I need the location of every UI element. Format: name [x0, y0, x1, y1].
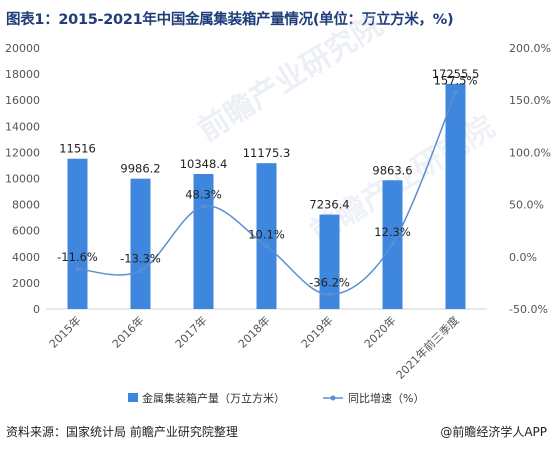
- legend-bar-label: 金属集装箱产量（万立方米）: [142, 391, 285, 405]
- y-right-tick-label: 50.0%: [509, 199, 544, 212]
- growth-label-2: 48.3%: [185, 187, 222, 201]
- growth-label-0: -11.6%: [57, 250, 98, 264]
- bar-6: [445, 83, 466, 309]
- x-tick-label-6: 2021年前三季度: [393, 313, 462, 382]
- x-tick-label-0: 2015年: [46, 313, 83, 350]
- chart-title: 图表1：2015-2021年中国金属集装箱产量情况(单位：万立方米，%): [6, 12, 454, 28]
- x-tick-label-1: 2016年: [109, 313, 146, 350]
- growth-label-6: 157.5%: [434, 73, 478, 87]
- bar-label-3: 11175.3: [243, 146, 291, 160]
- y-right-tick-label: -50.0%: [509, 303, 548, 316]
- y-left-tick-label: 6000: [12, 225, 40, 238]
- y-left-tick-label: 18000: [5, 68, 40, 81]
- growth-point-3: [264, 244, 269, 249]
- growth-point-6: [453, 90, 458, 95]
- y-right-tick-label: 100.0%: [509, 146, 551, 159]
- x-tick-label-3: 2018年: [235, 313, 272, 350]
- y-left-tick-label: 14000: [5, 120, 40, 133]
- y-right-tick-label: 150.0%: [509, 94, 551, 107]
- y-left-tick-label: 8000: [12, 199, 40, 212]
- growth-point-2: [201, 204, 206, 209]
- bar-4: [319, 214, 340, 309]
- bar-3: [256, 163, 277, 309]
- credit-note: @前瞻经济学人APP: [440, 425, 547, 439]
- bar-label-0: 11516: [59, 142, 96, 156]
- y-right-tick-label: 200.0%: [509, 42, 551, 55]
- legend-bar-swatch: [128, 393, 138, 402]
- y-left-tick-label: 20000: [5, 42, 40, 55]
- bar-1: [130, 178, 151, 309]
- source-note: 资料来源：国家统计局 前瞻产业研究院整理: [6, 425, 238, 439]
- growth-point-1: [138, 268, 143, 273]
- y-left-tick-label: 16000: [5, 94, 40, 107]
- x-tick-label-2: 2017年: [172, 313, 209, 350]
- growth-label-5: 12.3%: [374, 225, 411, 239]
- x-tick-label-5: 2020年: [361, 313, 398, 350]
- growth-label-1: -13.3%: [120, 252, 161, 266]
- y-left-tick-label: 2000: [12, 277, 40, 290]
- y-left-tick-label: 4000: [12, 251, 40, 264]
- y-left-tick-label: 12000: [5, 146, 40, 159]
- x-tick-label-4: 2019年: [298, 313, 335, 350]
- growth-label-3: 10.1%: [248, 227, 285, 241]
- chart: 0 2000 4000 6000 8000 10000 12000 14000 16000 180…: [5, 42, 551, 405]
- growth-point-0: [75, 266, 80, 272]
- y-left-tick-label: 10000: [5, 173, 40, 186]
- bar-label-4: 7236.4: [309, 198, 349, 212]
- legend-line-marker: [330, 395, 336, 401]
- growth-point-5: [390, 241, 395, 247]
- growth-label-4: -36.2%: [309, 276, 350, 290]
- bar-label-6: 17255.5: [432, 67, 480, 81]
- growth-point-4: [327, 292, 332, 297]
- bar-label-2: 10348.4: [180, 157, 228, 171]
- bar-0: [67, 158, 88, 309]
- legend-line-label: 同比增速（%）: [348, 391, 424, 405]
- bar-label-1: 9986.2: [120, 162, 160, 176]
- y-right-tick-label: 0.0%: [509, 251, 537, 264]
- bar-label-5: 9863.6: [372, 163, 412, 177]
- growth-line: [77, 92, 457, 296]
- y-left-tick-label: 0: [33, 303, 40, 316]
